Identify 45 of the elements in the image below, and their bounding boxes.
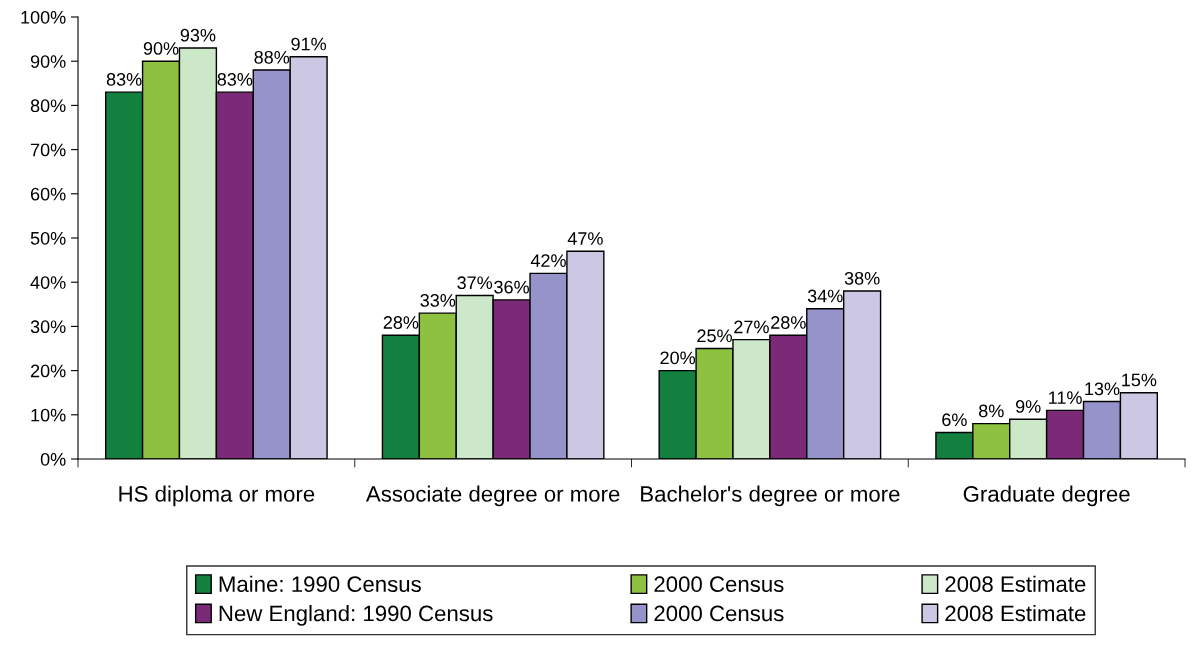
data-label: 28% [383,316,419,329]
data-label: 8% [979,404,1004,418]
data-label: 34% [807,289,843,303]
x-tick-label: HS diploma or more [119,485,315,507]
data-label: 47% [567,232,603,245]
data-label: 88% [254,50,290,64]
x-tick-label: Graduate degree [963,485,1130,507]
data-label: 9% [1015,400,1041,413]
legend-label: 2008 Estimate [945,604,1086,622]
y-tick-label: 40% [30,276,66,289]
y-tick-label: 90% [30,55,66,68]
y-tick-label: 30% [30,320,66,334]
legend-label: New England: 1990 Census [219,604,493,626]
data-label: 11% [1049,391,1082,404]
data-label: 91% [291,37,327,51]
data-label: 37% [457,276,493,290]
data-label: 6% [942,413,967,427]
data-label: 83% [106,73,142,86]
data-label: 33% [420,294,456,307]
legend-label: Maine: 1990 Census [219,575,421,593]
y-tick-label: 50% [30,231,66,245]
y-tick-label: 100% [21,10,66,24]
y-tick-label: 70% [30,143,66,157]
y-tick-label: 60% [30,187,66,201]
legend-label: 2008 Estimate [945,575,1086,593]
data-label: 42% [530,254,566,267]
data-label: 36% [494,280,529,294]
y-tick-label: 20% [30,364,66,378]
data-label: 93% [180,28,216,42]
data-label: 83% [217,73,253,86]
y-tick-label: 0% [40,452,66,466]
data-label: 27% [734,320,769,334]
x-tick-label: Associate degree or more [365,485,620,507]
data-label: 90% [143,42,179,55]
y-tick-label: 10% [31,408,66,422]
x-tick-label: Bachelor's degree or more [641,485,900,507]
data-label: 28% [771,316,806,329]
data-label: 38% [844,271,880,285]
data-label: 25% [697,329,732,343]
y-tick-label: 80% [30,99,66,113]
data-label: 20% [660,351,696,365]
data-label: 15% [1122,373,1157,387]
legend-label: 2000 Census [654,576,784,593]
legend-label: 2000 Census [654,605,784,622]
data-label: 13% [1085,382,1120,396]
